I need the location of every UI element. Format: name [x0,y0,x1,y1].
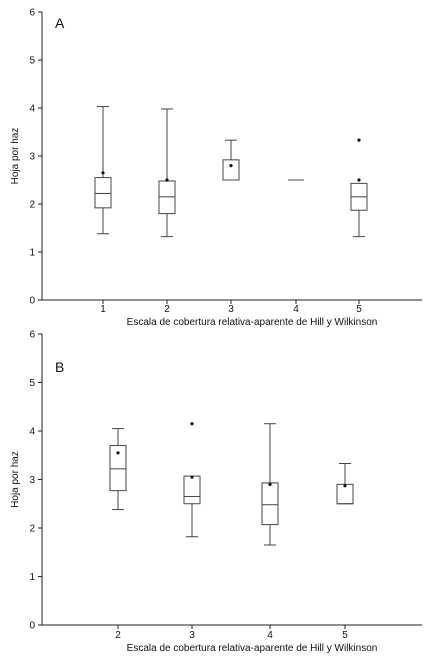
y-axis-title: Hoja por haz [10,128,21,185]
x-tick-label: 3 [228,304,234,315]
mean-point [116,451,120,455]
x-tick-label: 5 [342,630,348,641]
y-tick-label: 6 [29,8,35,19]
y-tick-label: 3 [29,475,35,486]
outlier-point [357,178,361,182]
x-tick-label: 4 [267,630,273,641]
outlier-point [357,138,361,142]
box-2 [109,428,127,511]
y-tick-label: 1 [29,572,35,583]
mean-point [343,484,347,488]
mean-point [229,164,233,168]
x-axis-title: Escala de cobertura relativa-aparente de… [127,643,378,654]
box-5 [336,462,354,505]
x-tick-label: 2 [164,304,170,315]
x-tick-label: 2 [115,630,121,641]
box-5 [350,138,368,238]
mean-point [165,178,169,182]
y-axis-title: Hoja por haz [10,451,21,508]
panel-label: B [55,359,64,375]
x-axis-title: Escala de cobertura relativa-aparente de… [127,317,378,328]
box-2 [158,108,176,238]
y-tick-label: 5 [29,378,35,389]
y-tick-label: 6 [29,330,35,341]
y-tick-label: 2 [29,200,35,211]
box-4 [261,423,279,546]
box-rect [222,159,240,181]
y-tick-label: 3 [29,152,35,163]
y-tick-label: 4 [29,427,35,438]
x-tick-label: 4 [293,304,299,315]
mean-point [190,475,194,479]
y-tick-label: 0 [29,296,35,307]
box-rect [261,482,279,526]
box-3 [183,422,201,538]
y-tick-label: 1 [29,248,35,259]
box-rect [109,445,127,492]
y-tick-label: 2 [29,524,35,535]
chart-panel-a: 0 1 2 3 4 5 6 1 2 3 4 5 Escala de cobertura relativa… [10,8,422,328]
x-tick-label: 1 [100,304,106,315]
y-tick-label: 0 [29,621,35,632]
panel-label: A [55,15,65,31]
mean-point [101,171,105,175]
box-rect [183,475,201,505]
box-rect [94,177,112,209]
x-tick-label: 3 [189,630,195,641]
outlier-point [190,422,194,426]
y-tick-label: 4 [29,104,35,115]
y-tick-label: 5 [29,56,35,67]
x-tick-label: 5 [356,304,362,315]
box-3 [222,139,240,181]
mean-point [268,482,272,486]
box-1 [94,106,112,235]
chart-panel-b: 0 1 2 3 4 5 6 2 3 4 5 Escala de cobertura relativa-… [10,330,422,654]
